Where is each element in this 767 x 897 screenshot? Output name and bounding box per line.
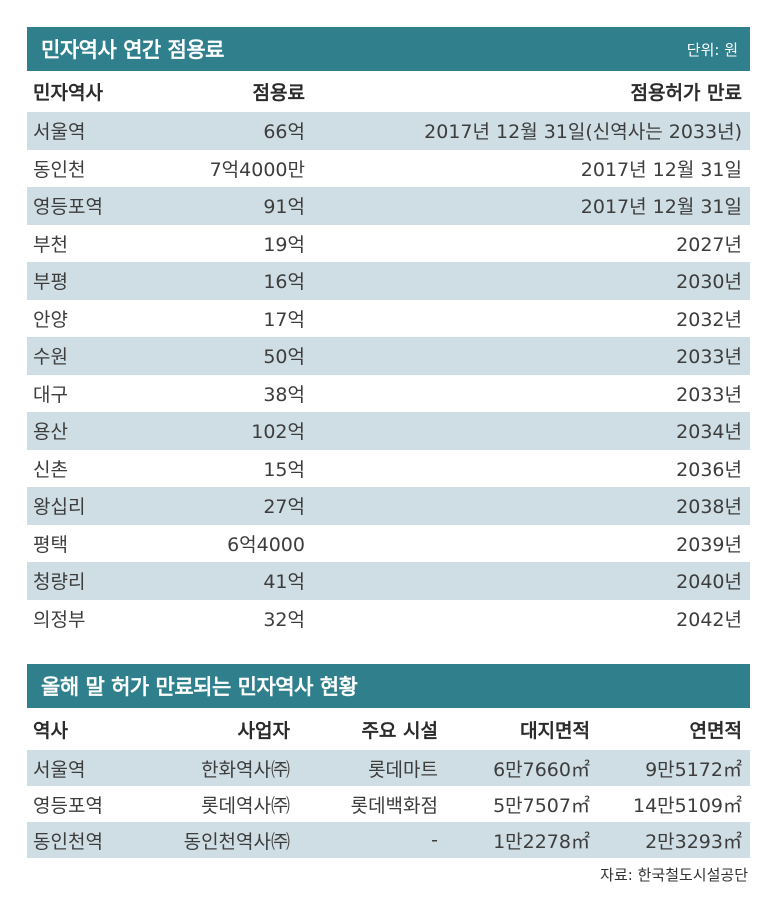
table-row: 동인천 7억4000만 2017년 12월 31일 [27, 150, 750, 188]
table2-title: 올해 말 허가 만료되는 민자역사 현황 [41, 675, 358, 699]
table-row: 동인천역 동인천역사㈜ - 1만2278㎡ 2만3293㎡ [27, 822, 750, 858]
table-row: 서울역 한화역사㈜ 롯데마트 6만7660㎡ 9만5172㎡ [27, 750, 750, 786]
station-cell: 신촌 [33, 458, 68, 481]
land-area-cell: 1만2278㎡ [493, 830, 590, 853]
expiry-cell: 2034년 [676, 421, 742, 444]
table1-title: 민자역사 연간 점용료 [41, 38, 225, 62]
fee-cell: 38억 [263, 383, 305, 406]
station-cell: 동인천역 [33, 830, 103, 853]
column-header-station: 역사 [33, 719, 68, 742]
infographic: 민자역사 연간 점용료 단위: 원 민자역사 점용료 점용허가 만료 서울역 66… [27, 27, 750, 885]
fee-cell: 32억 [263, 608, 305, 631]
table-row: 안양 17억 2032년 [27, 300, 750, 338]
column-header-station: 민자역사 [33, 82, 103, 104]
expiry-cell: 2033년 [676, 346, 742, 369]
fee-cell: 7억4000만 [209, 158, 305, 181]
station-cell: 동인천 [33, 158, 86, 181]
column-header-fee: 점용료 [252, 82, 305, 104]
facility-cell: 롯데백화점 [350, 794, 438, 817]
fee-cell: 41억 [263, 571, 305, 594]
fee-cell: 16억 [263, 271, 305, 294]
table-row: 대구 38억 2033년 [27, 375, 750, 413]
station-cell: 의정부 [33, 608, 86, 631]
expiry-cell: 2027년 [676, 233, 742, 256]
operator-cell: 한화역사㈜ [201, 758, 290, 781]
expiry-cell: 2032년 [676, 308, 742, 331]
expiry-cell: 2030년 [676, 271, 742, 294]
table-row: 서울역 66억 2017년 12월 31일(신역사는 2033년) [27, 112, 750, 150]
floor-area-cell: 2만3293㎡ [645, 830, 742, 853]
station-cell: 부천 [33, 233, 68, 256]
fee-cell: 66억 [263, 121, 305, 144]
table1-header-row: 민자역사 점용료 점용허가 만료 [27, 71, 750, 112]
table-row: 부천 19억 2027년 [27, 225, 750, 263]
table2-banner: 올해 말 허가 만료되는 민자역사 현황 [27, 664, 750, 708]
table1-unit: 단위: 원 [686, 40, 738, 59]
expiry-cell: 2036년 [676, 458, 742, 481]
station-cell: 영등포역 [33, 196, 103, 219]
expiry-cell: 2033년 [676, 383, 742, 406]
fee-cell: 19억 [263, 233, 305, 256]
occupancy-fee-table: 민자역사 연간 점용료 단위: 원 민자역사 점용료 점용허가 만료 서울역 66… [27, 27, 750, 637]
fee-cell: 17억 [263, 308, 305, 331]
floor-area-cell: 14만5109㎡ [632, 794, 742, 817]
station-cell: 왕십리 [33, 496, 86, 519]
station-cell: 청량리 [33, 571, 86, 594]
expiry-cell: 2042년 [676, 608, 742, 631]
expiry-cell: 2038년 [676, 496, 742, 519]
expiry-cell: 2017년 12월 31일 [580, 158, 742, 181]
table-row: 영등포역 91억 2017년 12월 31일 [27, 187, 750, 225]
column-header-expiry: 점용허가 만료 [630, 82, 743, 104]
fee-cell: 27억 [263, 496, 305, 519]
table1-banner: 민자역사 연간 점용료 단위: 원 [27, 27, 750, 71]
table2-header-row: 역사 사업자 주요 시설 대지면적 연면적 [27, 708, 750, 750]
table2-body: 서울역 한화역사㈜ 롯데마트 6만7660㎡ 9만5172㎡ 영등포역 롯데역사㈜ 롯데백화점… [27, 750, 750, 858]
station-cell: 안양 [33, 308, 68, 331]
fee-cell: 102억 [251, 421, 305, 444]
column-header-operator: 사업자 [237, 719, 290, 742]
station-cell: 영등포역 [33, 794, 103, 817]
fee-cell: 15억 [263, 458, 305, 481]
table-row: 청량리 41억 2040년 [27, 562, 750, 600]
table-row: 수원 50억 2033년 [27, 337, 750, 375]
floor-area-cell: 9만5172㎡ [645, 758, 742, 781]
table-row: 신촌 15억 2036년 [27, 450, 750, 488]
facility-cell: 롯데마트 [368, 758, 438, 781]
land-area-cell: 6만7660㎡ [493, 758, 590, 781]
fee-cell: 91억 [263, 196, 305, 219]
facility-cell: - [431, 829, 438, 851]
expiry-cell: 2039년 [676, 533, 742, 556]
source-note: 자료: 한국철도시설공단 [600, 866, 748, 884]
expiry-cell: 2040년 [676, 571, 742, 594]
operator-cell: 동인천역사㈜ [183, 830, 290, 853]
table-row: 의정부 32억 2042년 [27, 600, 750, 638]
expiry-cell: 2017년 12월 31일(신역사는 2033년) [424, 121, 742, 144]
expiring-stations-table: 올해 말 허가 만료되는 민자역사 현황 역사 사업자 주요 시설 대지면적 연… [27, 664, 750, 858]
table1-body: 서울역 66억 2017년 12월 31일(신역사는 2033년) 동인천 7억4000… [27, 112, 750, 637]
station-cell: 서울역 [33, 121, 86, 144]
expiry-cell: 2017년 12월 31일 [580, 196, 742, 219]
column-header-facility: 주요 시설 [361, 719, 438, 742]
station-cell: 평택 [33, 533, 68, 556]
station-cell: 서울역 [33, 758, 86, 781]
table-row: 부평 16억 2030년 [27, 262, 750, 300]
station-cell: 대구 [33, 383, 68, 406]
table-row: 왕십리 27억 2038년 [27, 487, 750, 525]
table-row: 평택 6억4000 2039년 [27, 525, 750, 563]
fee-cell: 6억4000 [227, 533, 305, 556]
station-cell: 부평 [33, 271, 68, 294]
column-header-land-area: 대지면적 [520, 719, 590, 742]
operator-cell: 롯데역사㈜ [201, 794, 290, 817]
fee-cell: 50억 [263, 346, 305, 369]
station-cell: 수원 [33, 346, 68, 369]
table-row: 용산 102억 2034년 [27, 412, 750, 450]
land-area-cell: 5만7507㎡ [493, 794, 590, 817]
column-header-floor-area: 연면적 [689, 719, 742, 742]
station-cell: 용산 [33, 421, 68, 444]
table-row: 영등포역 롯데역사㈜ 롯데백화점 5만7507㎡ 14만5109㎡ [27, 786, 750, 822]
